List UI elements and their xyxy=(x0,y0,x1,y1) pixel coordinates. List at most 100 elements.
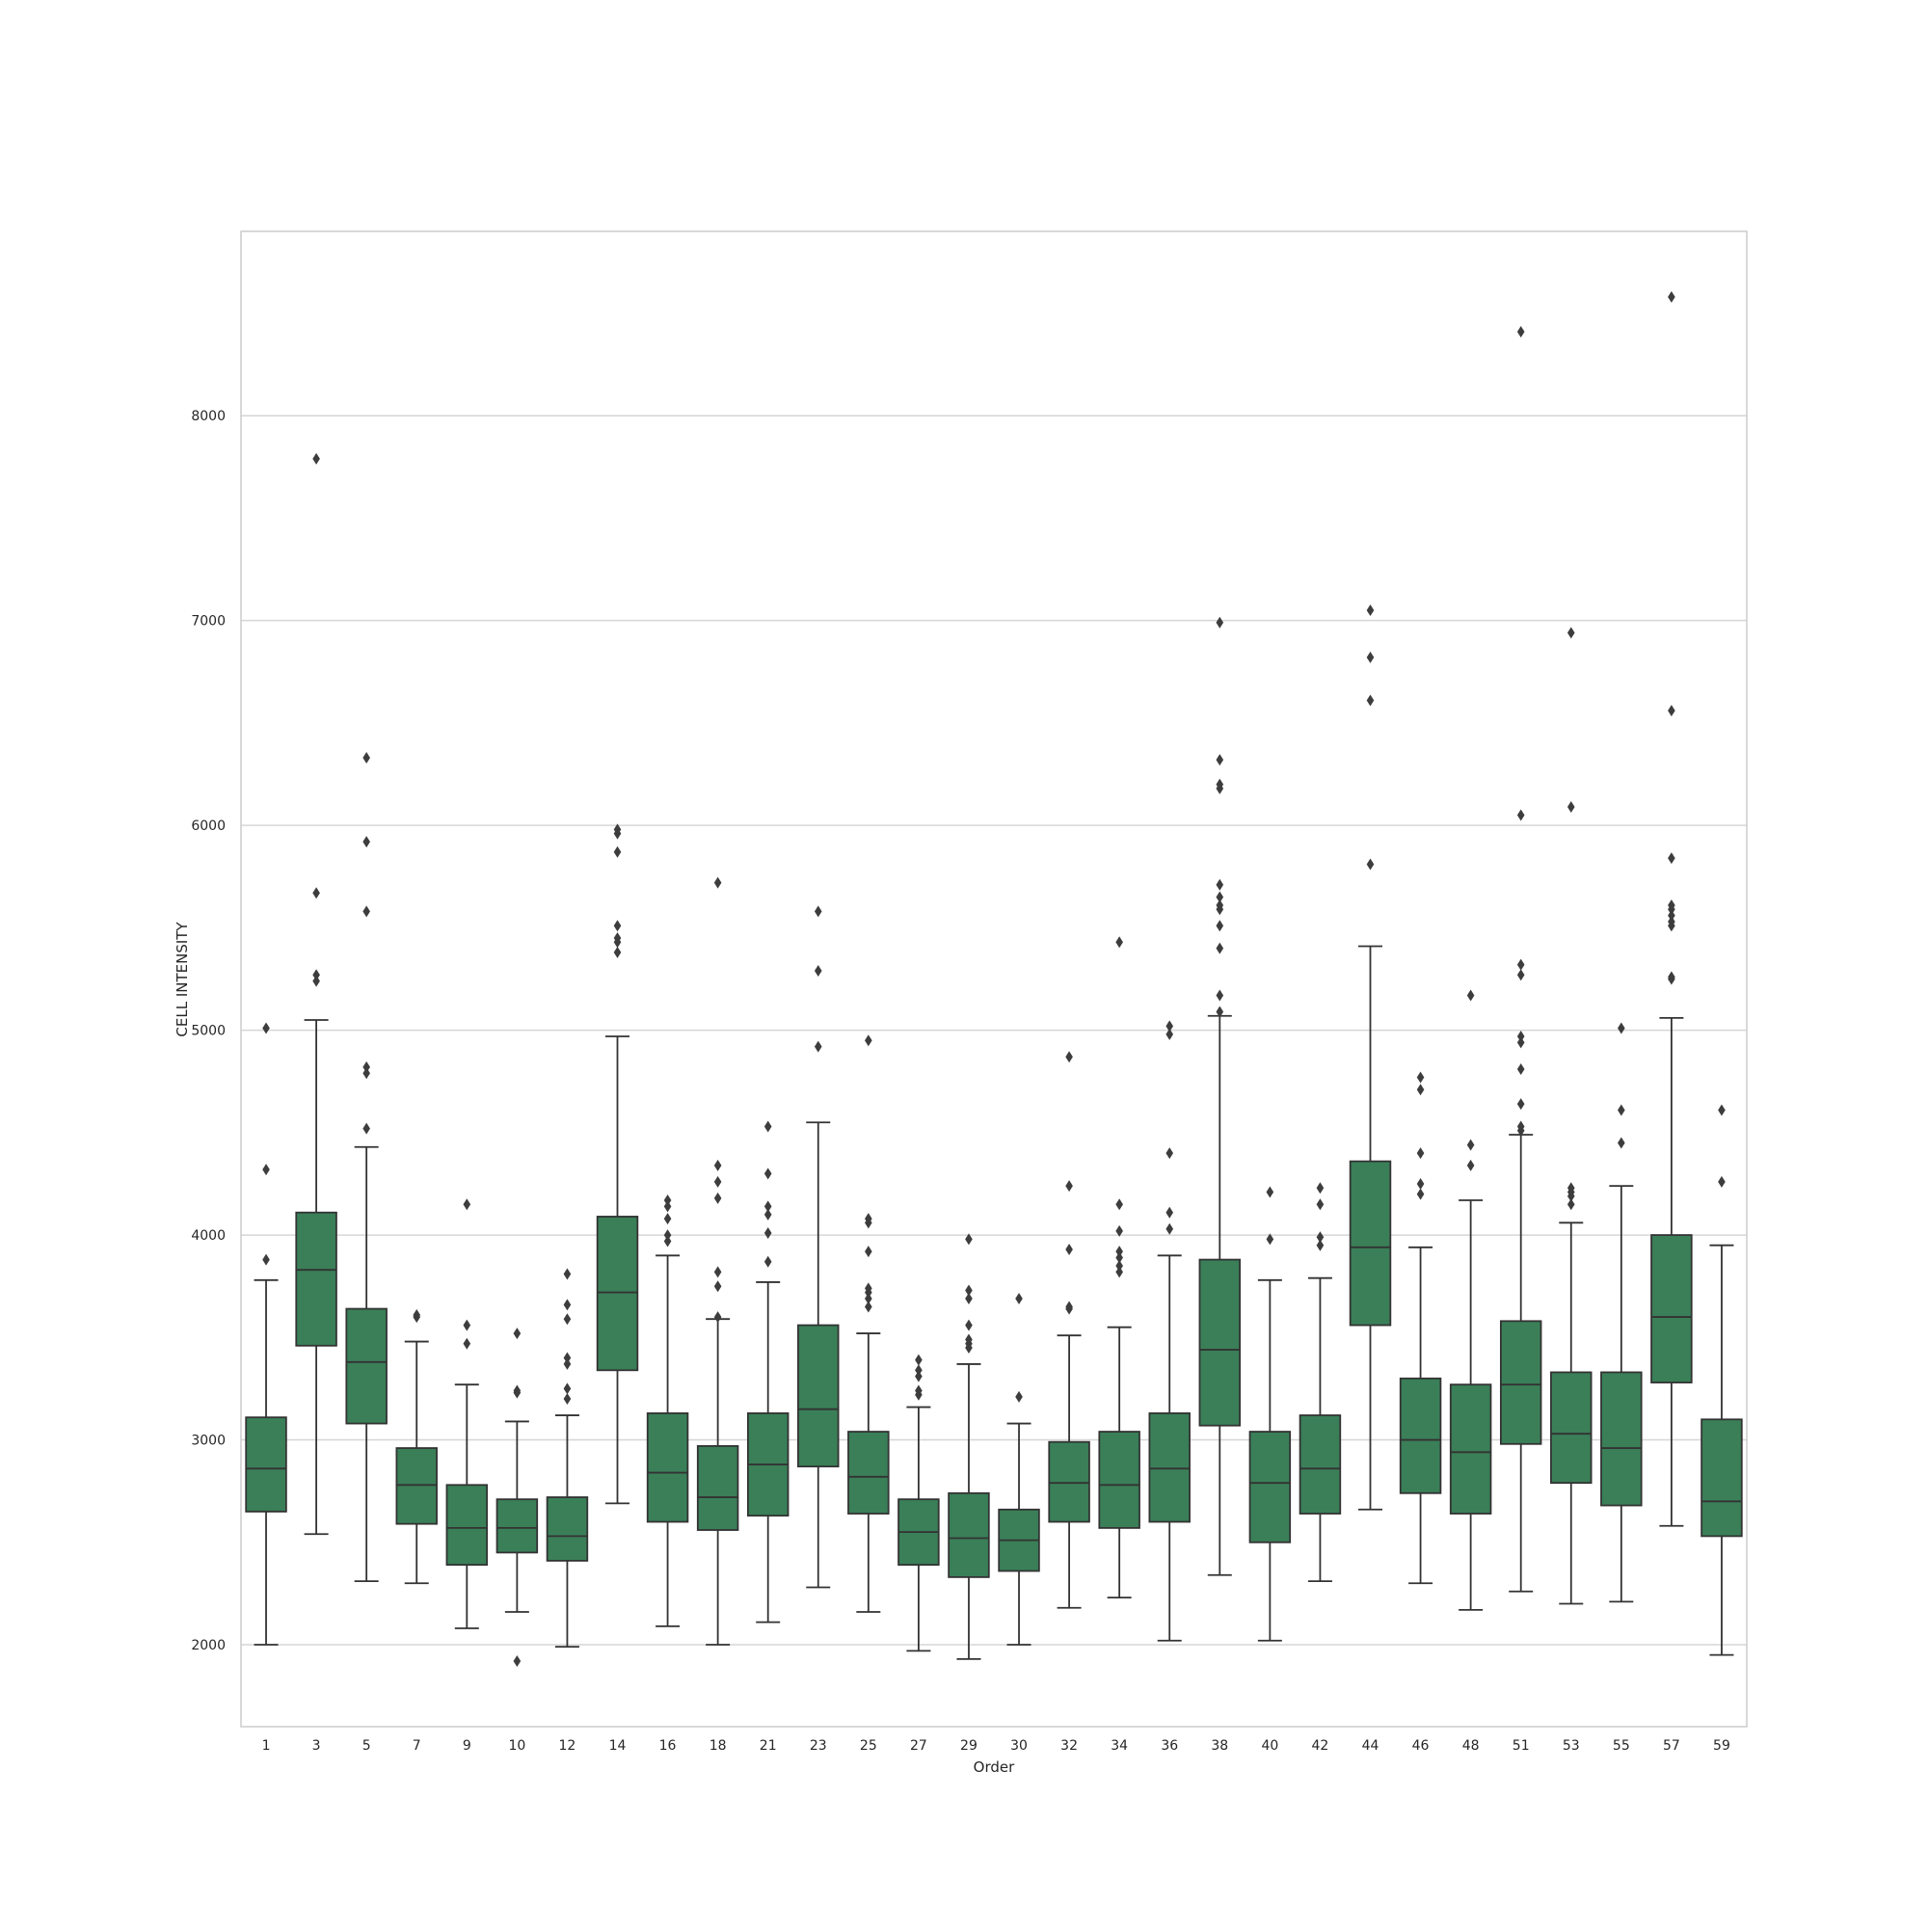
outlier-point xyxy=(763,1200,772,1213)
outlier-point xyxy=(563,1299,572,1311)
outlier-point xyxy=(1668,705,1675,717)
outlier-point xyxy=(814,1040,822,1053)
x-tick-label: 53 xyxy=(1563,1738,1580,1754)
x-tick-label: 55 xyxy=(1613,1738,1630,1754)
x-tick-label: 10 xyxy=(508,1738,525,1754)
outlier-point xyxy=(613,946,622,958)
box-group xyxy=(1098,936,1140,1599)
grid-lines xyxy=(241,415,1747,1646)
y-tick-label: 7000 xyxy=(191,614,226,630)
x-axis-label: Order xyxy=(974,1758,1015,1776)
x-tick-label: 51 xyxy=(1513,1738,1530,1754)
x-tick-label: 57 xyxy=(1663,1738,1680,1754)
outlier-point xyxy=(1566,627,1575,639)
box-group xyxy=(1650,290,1693,1527)
box-group xyxy=(1600,1022,1643,1603)
outlier-point xyxy=(1366,604,1375,617)
box-iqr xyxy=(847,1431,890,1515)
outlier-point xyxy=(1165,1028,1174,1040)
outlier-point xyxy=(463,1337,471,1350)
box-iqr xyxy=(245,1416,287,1513)
outlier-point xyxy=(663,1229,672,1242)
outlier-point xyxy=(362,1122,370,1135)
outlier-point xyxy=(865,1246,872,1258)
outlier-point xyxy=(1216,920,1224,932)
outlier-point xyxy=(463,1198,471,1211)
box-group xyxy=(1700,1104,1743,1656)
outlier-point xyxy=(1466,1139,1475,1151)
outlier-point xyxy=(1618,1022,1625,1034)
box-group xyxy=(1550,627,1593,1605)
outlier-point xyxy=(1566,1198,1575,1211)
box-iqr xyxy=(1148,1412,1191,1523)
x-tick-label: 27 xyxy=(910,1738,927,1754)
outlier-point xyxy=(713,1266,722,1278)
outlier-point xyxy=(563,1313,572,1326)
outlier-point xyxy=(965,1319,973,1331)
x-tick-label: 34 xyxy=(1111,1738,1128,1754)
outlier-point xyxy=(1366,651,1375,663)
outlier-point xyxy=(965,1333,973,1346)
outlier-point xyxy=(1516,1120,1525,1133)
outlier-point xyxy=(1216,778,1224,791)
y-tick-label: 8000 xyxy=(191,409,226,424)
box-group xyxy=(295,452,337,1536)
outlier-point xyxy=(713,1192,722,1204)
outlier-point xyxy=(563,1352,572,1364)
outlier-point xyxy=(1316,1182,1325,1194)
outlier-point xyxy=(563,1357,572,1370)
box-group xyxy=(1248,1186,1292,1642)
outlier-point xyxy=(1718,1104,1726,1116)
outlier-point xyxy=(865,1213,872,1225)
outlier-point xyxy=(362,752,370,765)
outlier-point xyxy=(1115,1266,1123,1278)
box-iqr xyxy=(596,1216,639,1372)
outlier-point xyxy=(1668,290,1675,303)
outlier-point xyxy=(1516,969,1525,981)
outlier-point xyxy=(613,823,622,836)
outlier-point xyxy=(563,1382,572,1395)
x-tick-label: 18 xyxy=(710,1738,727,1754)
box-iqr xyxy=(395,1447,438,1525)
box-group xyxy=(445,1198,489,1629)
outlier-point xyxy=(663,1213,672,1225)
x-tick-label: 42 xyxy=(1312,1738,1329,1754)
box-group xyxy=(546,1268,589,1649)
x-tick-label: 14 xyxy=(609,1738,627,1754)
box-iqr xyxy=(295,1211,337,1347)
box-iqr xyxy=(1449,1383,1492,1515)
outlier-point xyxy=(1566,1182,1575,1194)
outlier-point xyxy=(1216,891,1224,903)
box-group xyxy=(696,876,739,1646)
outlier-point xyxy=(1216,899,1224,912)
outlier-point xyxy=(663,1194,672,1206)
x-tick-label: 3 xyxy=(312,1738,321,1754)
x-tick-label: 29 xyxy=(960,1738,977,1754)
outlier-point xyxy=(1165,1222,1174,1235)
outlier-point xyxy=(1466,989,1475,1002)
outlier-point xyxy=(763,1255,772,1268)
box-group xyxy=(746,1120,790,1623)
box-group xyxy=(245,1022,287,1646)
box-iqr xyxy=(1550,1371,1593,1485)
outlier-point xyxy=(1015,1390,1023,1403)
y-tick-label: 4000 xyxy=(191,1228,226,1244)
x-tick-label: 7 xyxy=(413,1738,421,1754)
x-tick-label: 9 xyxy=(463,1738,471,1754)
outlier-point xyxy=(1416,1084,1425,1096)
outlier-point xyxy=(1366,858,1375,871)
x-tick-label: 46 xyxy=(1412,1738,1430,1754)
box-iqr xyxy=(1349,1160,1392,1327)
x-tick-label: 21 xyxy=(760,1738,777,1754)
boxes xyxy=(245,290,1743,1668)
x-tick-label: 1 xyxy=(262,1738,271,1754)
outlier-point xyxy=(1516,809,1525,821)
y-tick-labels: 2000 3000 4000 5000 6000 7000 8000 xyxy=(191,409,226,1653)
box-iqr xyxy=(345,1307,388,1425)
x-tick-label: 38 xyxy=(1211,1738,1228,1754)
outlier-point xyxy=(1718,1175,1726,1188)
box-group xyxy=(847,1034,890,1613)
outlier-point xyxy=(413,1308,421,1321)
box-iqr xyxy=(1299,1414,1342,1515)
